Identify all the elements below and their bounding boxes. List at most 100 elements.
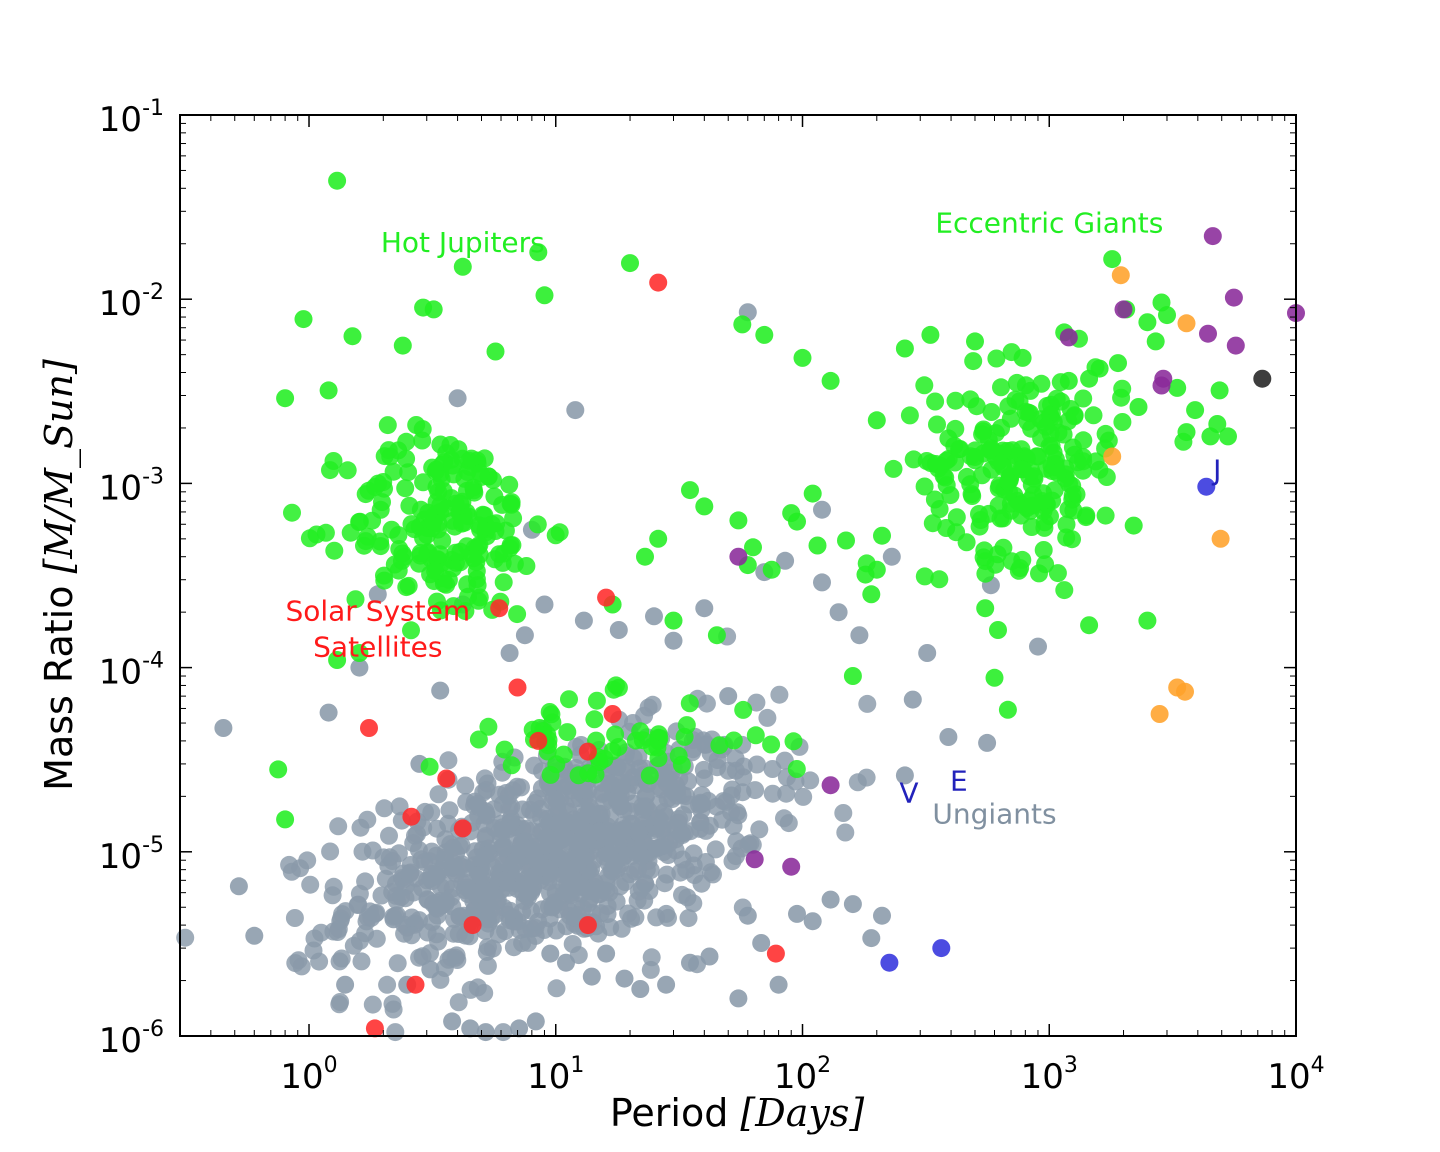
- hot-jupiters-eccentric-giants-point: [459, 587, 477, 606]
- hot-jupiters-eccentric-giants-point: [328, 651, 347, 669]
- ungiants-point: [719, 687, 738, 706]
- ungiants-point: [478, 956, 497, 975]
- y-axis-ticks: 10-6 10-5 10-4 10-3 10-2 10-1: [99, 96, 1296, 1061]
- hot-jupiters-eccentric-giants-point: [930, 570, 949, 589]
- ungiants-point: [834, 804, 853, 822]
- x-tick-label: 104: [1267, 1053, 1324, 1097]
- ungiants-point: [532, 858, 551, 877]
- ungiants-point: [535, 595, 554, 614]
- ungiants-point: [609, 621, 628, 639]
- hot-jupiters-eccentric-giants-point: [1033, 492, 1052, 511]
- hot-jupiters-eccentric-giants-point: [424, 300, 443, 319]
- hot-jupiters-eccentric-giants-point: [1022, 461, 1041, 480]
- ungiants-point: [431, 681, 450, 700]
- x-tick-label: 101: [527, 1053, 584, 1097]
- ungiants-point: [843, 895, 862, 914]
- ungiants-point: [383, 883, 402, 902]
- orange-point: [1176, 682, 1194, 701]
- hot-jupiters-eccentric-giants-point: [464, 549, 483, 568]
- ungiants-point: [612, 778, 631, 797]
- hot-jupiters-eccentric-giants-point: [485, 550, 504, 569]
- hot-jupiters-eccentric-giants-point: [1219, 427, 1237, 446]
- ungiants-point: [497, 784, 516, 802]
- ungiants-point: [776, 551, 795, 570]
- hot-jupiters-eccentric-giants-point: [321, 461, 339, 480]
- hot-jupiters-eccentric-giants-point: [915, 477, 934, 496]
- ungiants-point: [475, 846, 494, 865]
- hot-jupiters-eccentric-giants-point: [283, 503, 301, 522]
- hot-jupiters-eccentric-giants-point: [607, 676, 625, 695]
- ungiants-point: [292, 957, 311, 976]
- hot-jupiters-eccentric-giants-point: [928, 415, 946, 434]
- hot-jupiters-eccentric-giants-point: [325, 541, 344, 560]
- planet-label-jupiter: J: [1211, 454, 1221, 487]
- hot-jupiters-eccentric-giants-point: [1201, 427, 1220, 446]
- ungiants-point: [515, 626, 534, 645]
- ungiants-point: [500, 644, 519, 662]
- ungiants-point: [566, 814, 585, 833]
- hot-jupiters-eccentric-giants-point: [947, 508, 966, 527]
- ungiants-point: [490, 822, 509, 841]
- ungiants-point: [412, 850, 431, 869]
- solar-system-satellites-point: [578, 916, 597, 935]
- ungiants-point: [176, 928, 195, 947]
- ungiants-point: [433, 896, 451, 915]
- hot-jupiters-eccentric-giants-point: [1124, 516, 1143, 535]
- hot-jupiters-eccentric-giants-point: [1099, 431, 1118, 450]
- ungiants-point: [696, 853, 715, 871]
- hot-jupiters-eccentric-giants-point: [1021, 381, 1040, 400]
- ungiants-point: [728, 803, 747, 822]
- ungiants-point: [738, 906, 757, 925]
- hot-jupiters-eccentric-giants-point: [923, 514, 942, 533]
- ungiants-point: [632, 847, 651, 865]
- ungiants-point: [541, 944, 560, 963]
- ungiants-point: [449, 993, 468, 1012]
- hot-jupiters-eccentric-giants-point: [462, 449, 481, 468]
- ungiants-point: [329, 817, 348, 836]
- hot-jupiters-eccentric-giants-point: [1113, 413, 1132, 431]
- ungiants-point: [657, 975, 676, 994]
- hot-jupiters-eccentric-giants-point: [414, 529, 433, 548]
- annotation-solar-system-satellites-line1: Solar System: [285, 595, 470, 628]
- ungiants-point: [336, 975, 355, 994]
- hot-jupiters-eccentric-giants-point: [987, 349, 1006, 368]
- solar-system-satellites-point: [365, 1019, 384, 1038]
- ungiants-point: [386, 1023, 405, 1042]
- ungiants-point: [597, 944, 616, 963]
- ungiants-point: [726, 761, 745, 780]
- ungiants-point: [383, 994, 402, 1013]
- ungiants-point: [681, 953, 699, 972]
- ungiants-point: [402, 926, 421, 945]
- hot-jupiters-eccentric-giants-point: [921, 325, 940, 344]
- hot-jupiters-eccentric-giants-point: [503, 536, 522, 555]
- hot-jupiters-eccentric-giants-point: [681, 481, 699, 500]
- hot-jupiters-eccentric-giants-point: [788, 512, 806, 531]
- hot-jupiters-eccentric-giants-point: [1022, 475, 1041, 494]
- ungiants-point: [324, 877, 343, 896]
- solar-system-satellites-point: [402, 807, 421, 826]
- ungiants-point: [862, 929, 881, 948]
- ungiants-point: [788, 904, 806, 923]
- solar-system-planets-point: [932, 939, 951, 958]
- ungiants-point: [629, 823, 648, 842]
- y-tick-label: 10-6: [99, 1017, 164, 1061]
- ungiants-point: [582, 967, 601, 986]
- hot-jupiters-eccentric-giants-point: [414, 473, 433, 492]
- hot-jupiters-eccentric-giants-point: [664, 611, 683, 630]
- ungiants-point: [390, 797, 409, 816]
- hot-jupiters-eccentric-giants-point: [1210, 381, 1229, 400]
- ungiants-point: [389, 844, 408, 863]
- ungiants-point: [214, 719, 233, 737]
- series-purple: [729, 227, 1305, 876]
- ungiants-point: [525, 756, 544, 775]
- hot-jupiters-eccentric-giants-point: [465, 483, 484, 502]
- hot-jupiters-eccentric-giants-point: [843, 667, 862, 685]
- solar-system-satellites-point: [437, 769, 456, 788]
- ungiants-point: [747, 755, 766, 774]
- annotation-eccentric-giants: Eccentric Giants: [935, 207, 1163, 240]
- ungiants-point: [518, 881, 537, 900]
- hot-jupiters-eccentric-giants-point: [495, 740, 514, 759]
- ungiants-point: [758, 708, 777, 727]
- hot-jupiters-eccentric-giants-point: [1006, 390, 1025, 409]
